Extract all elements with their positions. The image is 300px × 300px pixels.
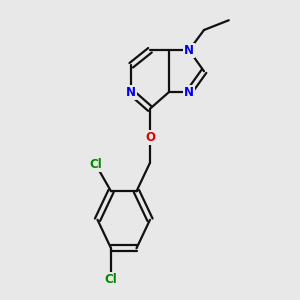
Text: Cl: Cl [90,158,102,172]
Text: Cl: Cl [105,273,117,286]
Text: N: N [184,86,194,99]
Text: N: N [184,44,194,57]
Text: N: N [126,86,136,99]
Text: O: O [145,131,155,144]
